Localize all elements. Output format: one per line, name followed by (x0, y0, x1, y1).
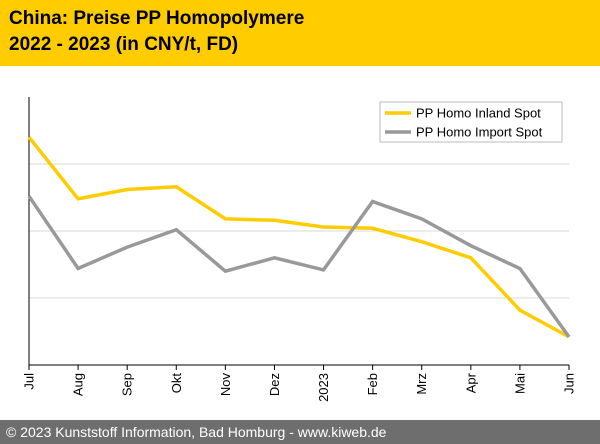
x-tick-label-aug: Aug (71, 373, 86, 396)
x-tick-label-feb: Feb (365, 373, 380, 395)
x-tick-label-mrz: Mrz (414, 373, 429, 395)
chart-title-line1: China: Preise PP Homopolymere (9, 8, 305, 29)
header-bar: China: Preise PP Homopolymere 2022 - 202… (0, 0, 600, 66)
legend-label-import: PP Homo Import Spot (416, 125, 543, 140)
legend-box (379, 101, 563, 143)
x-tick-label-jul: Jul (22, 373, 37, 390)
x-tick-label-mai: Mai (512, 373, 527, 394)
x-tick-label-okt: Okt (169, 373, 184, 394)
series-line-inland (27, 136, 570, 339)
x-tick-label-nov: Nov (218, 373, 233, 397)
chart-title-line2: 2022 - 2023 (in CNY/t, FD) (9, 34, 239, 55)
x-tick-label-jun: Jun (562, 373, 577, 394)
x-tick-label-apr: Apr (463, 372, 478, 393)
legend-label-inland: PP Homo Inland Spot (416, 106, 541, 121)
copyright-text: © 2023 Kunststoff Information, Bad Hombu… (6, 424, 387, 440)
footer-bar: © 2023 Kunststoff Information, Bad Hombu… (0, 420, 600, 444)
x-tick-label-dez: Dez (267, 373, 282, 396)
x-tick-label-sep: Sep (120, 373, 135, 396)
x-tick-label-2023: 2023 (316, 373, 331, 402)
series-line-import (27, 195, 571, 338)
